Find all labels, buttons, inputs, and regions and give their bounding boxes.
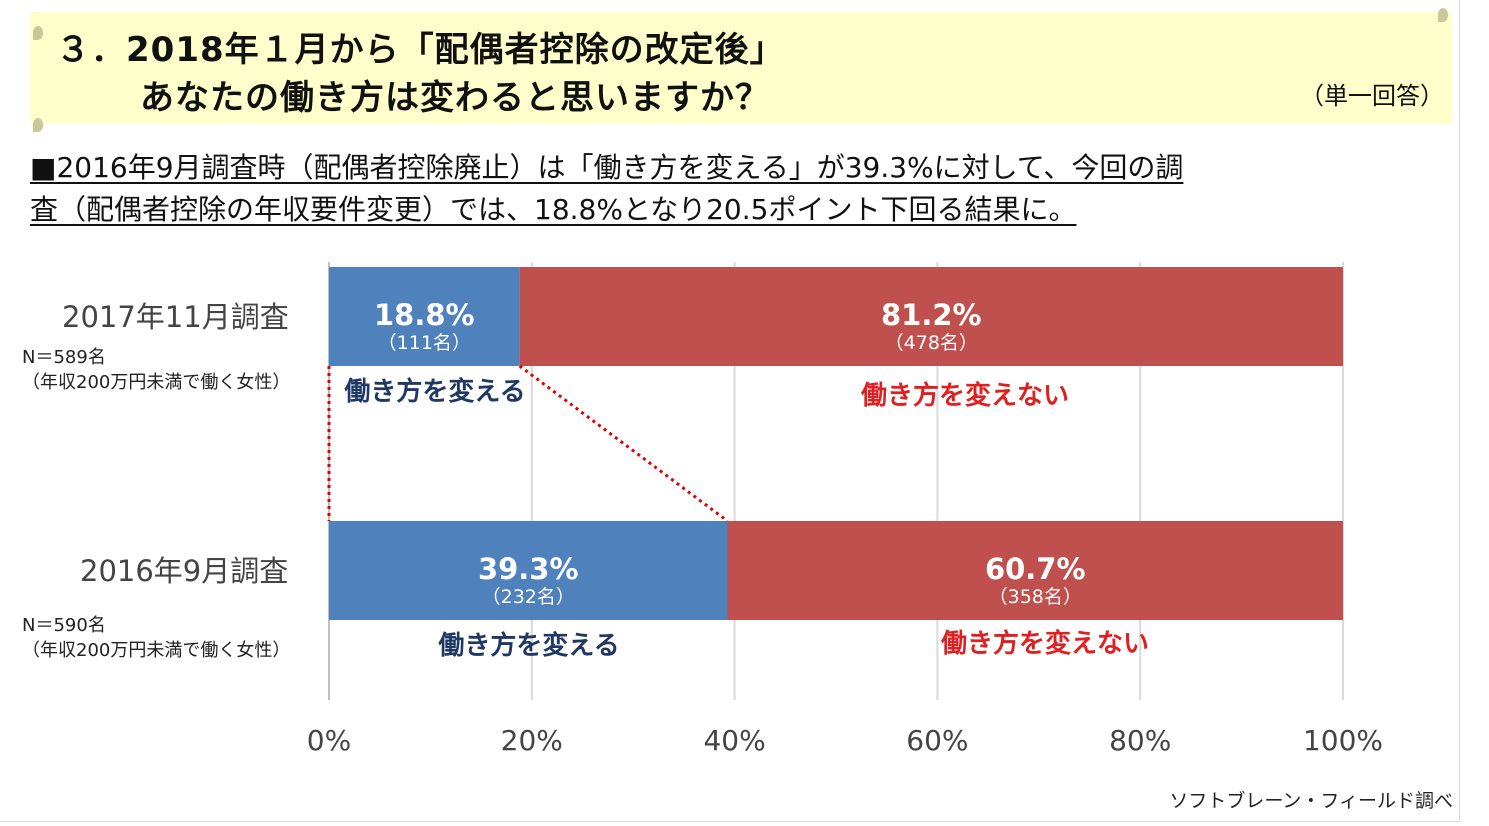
banner-curl-decoration <box>1438 8 1448 22</box>
x-tick-label: 60% <box>906 724 968 757</box>
series-label: 働き方を変える <box>437 630 619 661</box>
population-note-2017: （年収200万円未満で働く女性） <box>22 372 291 393</box>
bar-segment <box>519 267 1343 366</box>
series-label: 働き方を変えない <box>940 628 1149 659</box>
data-label-percent: 81.2% <box>881 298 982 332</box>
bar-segment <box>329 521 728 620</box>
sample-size-2016: N＝590名 <box>22 615 106 636</box>
series-label: 働き方を変えない <box>860 380 1069 411</box>
summary-line-2: 査（配偶者控除の年収要件変更）では、18.8%となり20.5ポイント下回る結果に… <box>30 193 1077 226</box>
summary-line-1: ■2016年9月調査時（配偶者控除廃止）は「働き方を変える」が39.3%に対して… <box>30 151 1184 184</box>
x-tick-label: 20% <box>501 724 563 757</box>
data-label-percent: 18.8% <box>374 298 475 332</box>
category-label-2017: 2017年11月調査 <box>62 300 289 334</box>
x-tick-label: 80% <box>1109 724 1171 757</box>
bar-segment <box>329 267 520 366</box>
source-credit: ソフトブレーン・フィールド調べ <box>1169 790 1453 812</box>
data-label-percent: 39.3% <box>478 552 579 586</box>
title-banner <box>30 12 1452 124</box>
banner-curl-decoration <box>33 26 43 40</box>
banner-curl-decoration <box>33 118 43 132</box>
x-tick-label: 100% <box>1303 724 1383 757</box>
data-label-percent: 60.7% <box>985 552 1086 586</box>
bar-segment <box>727 521 1343 620</box>
connector-line-diagonal <box>518 364 729 523</box>
data-label-count: （358名） <box>989 586 1082 608</box>
sample-size-2017: N＝589名 <box>22 347 106 368</box>
data-label-count: （111名） <box>378 332 471 354</box>
x-tick-label: 0% <box>307 724 351 757</box>
data-label-count: （232名） <box>482 586 575 608</box>
page-title-line-2: あなたの働き方は変わると思いますか？ <box>140 78 770 118</box>
x-tick-label: 40% <box>703 724 765 757</box>
answer-type-note: （単一回答） <box>1300 82 1444 110</box>
series-label: 働き方を変える <box>343 376 525 407</box>
slide-frame <box>0 0 1460 822</box>
category-label-2016: 2016年9月調査 <box>80 554 289 588</box>
page-title-line-1: ３．2018年１月から「配偶者控除の改定後」 <box>56 30 785 70</box>
population-note-2016: （年収200万円未満で働く女性） <box>22 640 291 661</box>
data-label-count: （478名） <box>885 332 978 354</box>
